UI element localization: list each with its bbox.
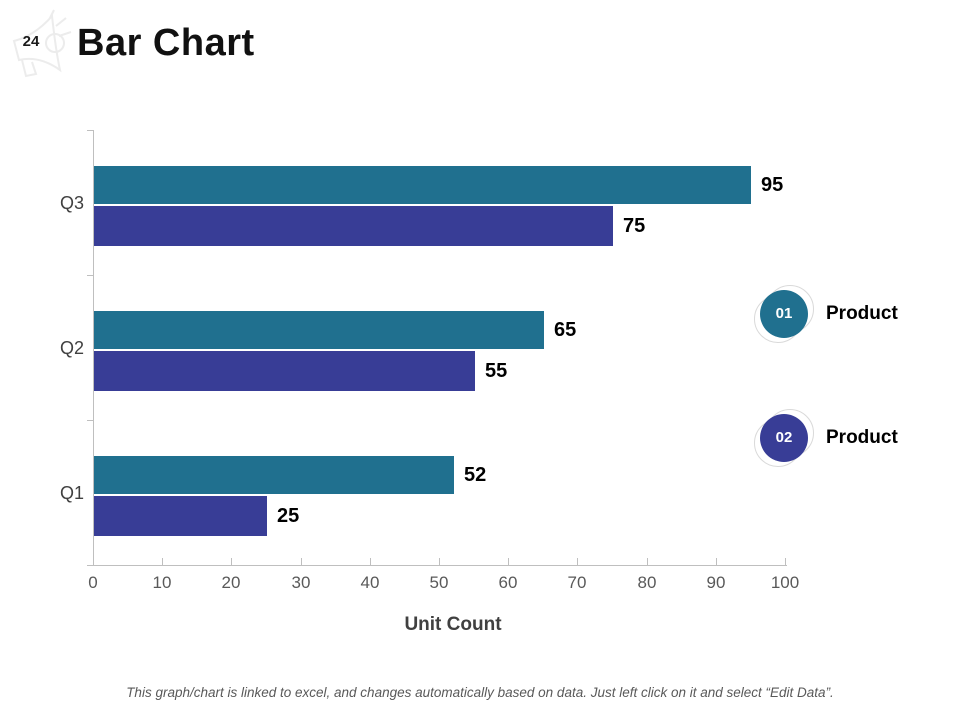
x-tick-label: 30 bbox=[291, 573, 311, 592]
value-label: 75 bbox=[623, 215, 646, 237]
value-label: 25 bbox=[277, 505, 300, 527]
slide-number: 24 bbox=[22, 33, 40, 50]
x-axis-tick bbox=[785, 558, 786, 565]
megaphone-icon bbox=[12, 9, 72, 78]
x-tick-label: 60 bbox=[498, 573, 518, 592]
legend-badge-02: 02 bbox=[760, 414, 808, 462]
value-label: 55 bbox=[485, 360, 508, 382]
bar-segment bbox=[94, 206, 613, 246]
page-title: Bar Chart bbox=[77, 22, 255, 64]
value-label: 52 bbox=[464, 464, 487, 486]
y-axis-line bbox=[93, 130, 94, 566]
x-axis-tick bbox=[231, 558, 232, 565]
y-axis-tick bbox=[87, 565, 94, 566]
x-tick-label: 0 bbox=[88, 573, 98, 592]
x-tick-label: 50 bbox=[429, 573, 449, 592]
x-tick-label: 10 bbox=[152, 573, 172, 592]
x-axis-tick bbox=[301, 558, 302, 565]
x-axis-tick bbox=[577, 558, 578, 565]
bar-segment bbox=[94, 496, 267, 536]
y-axis-tick bbox=[87, 275, 94, 276]
x-axis-tick bbox=[93, 558, 94, 565]
legend-entry-product-02: 02 Product bbox=[754, 409, 898, 467]
x-axis-tick bbox=[370, 558, 371, 565]
footer-note: This graph/chart is linked to excel, and… bbox=[126, 685, 834, 700]
x-tick-label: 100 bbox=[770, 573, 800, 592]
legend-entry-product-01: 01 Product bbox=[754, 285, 898, 343]
x-axis-line bbox=[93, 565, 787, 566]
legend-badge-wrap: 01 bbox=[754, 285, 814, 343]
category-label: Q2 bbox=[59, 338, 84, 358]
x-axis-tick bbox=[508, 558, 509, 565]
bar-segment bbox=[94, 456, 454, 494]
bar-segment bbox=[94, 311, 544, 349]
value-label: 65 bbox=[554, 319, 577, 341]
x-axis-tick bbox=[439, 558, 440, 565]
x-tick-label: 20 bbox=[221, 573, 241, 592]
category-label: Q1 bbox=[59, 483, 84, 503]
bar-segment bbox=[94, 351, 475, 391]
x-axis-tick bbox=[162, 558, 163, 565]
category-label: Q3 bbox=[59, 193, 84, 213]
x-axis-title: Unit Count bbox=[404, 614, 502, 635]
legend-badge-01: 01 bbox=[760, 290, 808, 338]
bar-segment bbox=[94, 166, 751, 204]
x-tick-label: 40 bbox=[360, 573, 380, 592]
value-label: 95 bbox=[761, 174, 784, 196]
legend-label: Product bbox=[826, 427, 898, 448]
y-axis-tick bbox=[87, 130, 94, 131]
legend-label: Product bbox=[826, 303, 898, 324]
x-tick-label: 90 bbox=[706, 573, 726, 592]
x-tick-label: 80 bbox=[637, 573, 657, 592]
legend-badge-wrap: 02 bbox=[754, 409, 814, 467]
x-axis-tick bbox=[716, 558, 717, 565]
x-tick-label: 70 bbox=[567, 573, 587, 592]
y-axis-tick bbox=[87, 420, 94, 421]
x-axis-tick bbox=[647, 558, 648, 565]
